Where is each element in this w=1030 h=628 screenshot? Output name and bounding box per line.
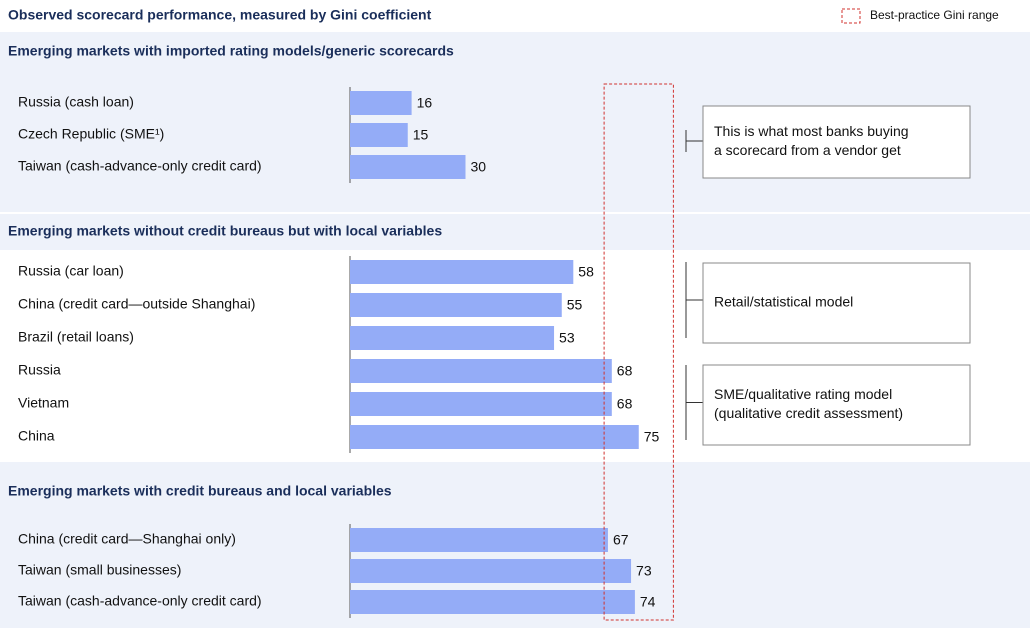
category-label: China (credit card—outside Shanghai) <box>18 296 255 312</box>
annotation-box <box>702 262 971 344</box>
legend-swatch <box>841 8 861 24</box>
bar <box>350 359 612 383</box>
value-label: 55 <box>567 297 583 313</box>
bar <box>350 91 412 115</box>
category-label: Vietnam <box>18 395 69 411</box>
group-title: Emerging markets without credit bureaus … <box>8 223 442 239</box>
category-label: Brazil (retail loans) <box>18 329 134 345</box>
value-label: 15 <box>413 127 429 143</box>
best-practice-range <box>603 83 674 621</box>
annotation-box <box>702 364 971 446</box>
annotation-text: SME/qualitative rating model <box>714 386 892 402</box>
bar <box>350 123 408 147</box>
group-title: Emerging markets with imported rating mo… <box>8 43 454 59</box>
bar <box>350 155 466 179</box>
bar <box>350 392 612 416</box>
value-label: 75 <box>644 429 660 445</box>
section-bg <box>0 214 1030 250</box>
value-label: 68 <box>617 396 633 412</box>
value-label: 68 <box>617 363 633 379</box>
value-label: 58 <box>578 264 594 280</box>
bar <box>350 425 639 449</box>
annotation-text: Retail/statistical model <box>714 294 853 310</box>
chart-title: Observed scorecard performance, measured… <box>8 7 432 23</box>
category-label: China (credit card—Shanghai only) <box>18 531 236 547</box>
bar <box>350 559 632 583</box>
bar <box>350 293 562 317</box>
value-label: 16 <box>417 95 433 111</box>
category-label: Russia (car loan) <box>18 263 124 279</box>
category-label: Russia (cash loan) <box>18 94 134 110</box>
category-label: Taiwan (small businesses) <box>18 562 181 578</box>
annotation-box <box>702 105 971 179</box>
category-label: Russia <box>18 362 61 378</box>
value-label: 53 <box>559 330 575 346</box>
category-label: China <box>18 428 55 444</box>
annotation-text: a scorecard from a vendor get <box>714 142 901 158</box>
bar <box>350 590 635 614</box>
value-label: 73 <box>636 563 652 579</box>
bar <box>350 326 555 350</box>
bar <box>350 260 574 284</box>
bar <box>350 528 608 552</box>
category-label: Taiwan (cash-advance-only credit card) <box>18 158 262 174</box>
annotation-text: This is what most banks buying <box>714 123 909 139</box>
value-label: 74 <box>640 594 656 610</box>
value-label: 67 <box>613 532 629 548</box>
category-label: Czech Republic (SME¹) <box>18 126 164 142</box>
value-label: 30 <box>471 159 487 175</box>
category-label: Taiwan (cash-advance-only credit card) <box>18 593 262 609</box>
annotation-text: (qualitative credit assessment) <box>714 405 903 421</box>
group-title: Emerging markets with credit bureaus and… <box>8 483 392 499</box>
legend-label: Best-practice Gini range <box>870 8 999 22</box>
